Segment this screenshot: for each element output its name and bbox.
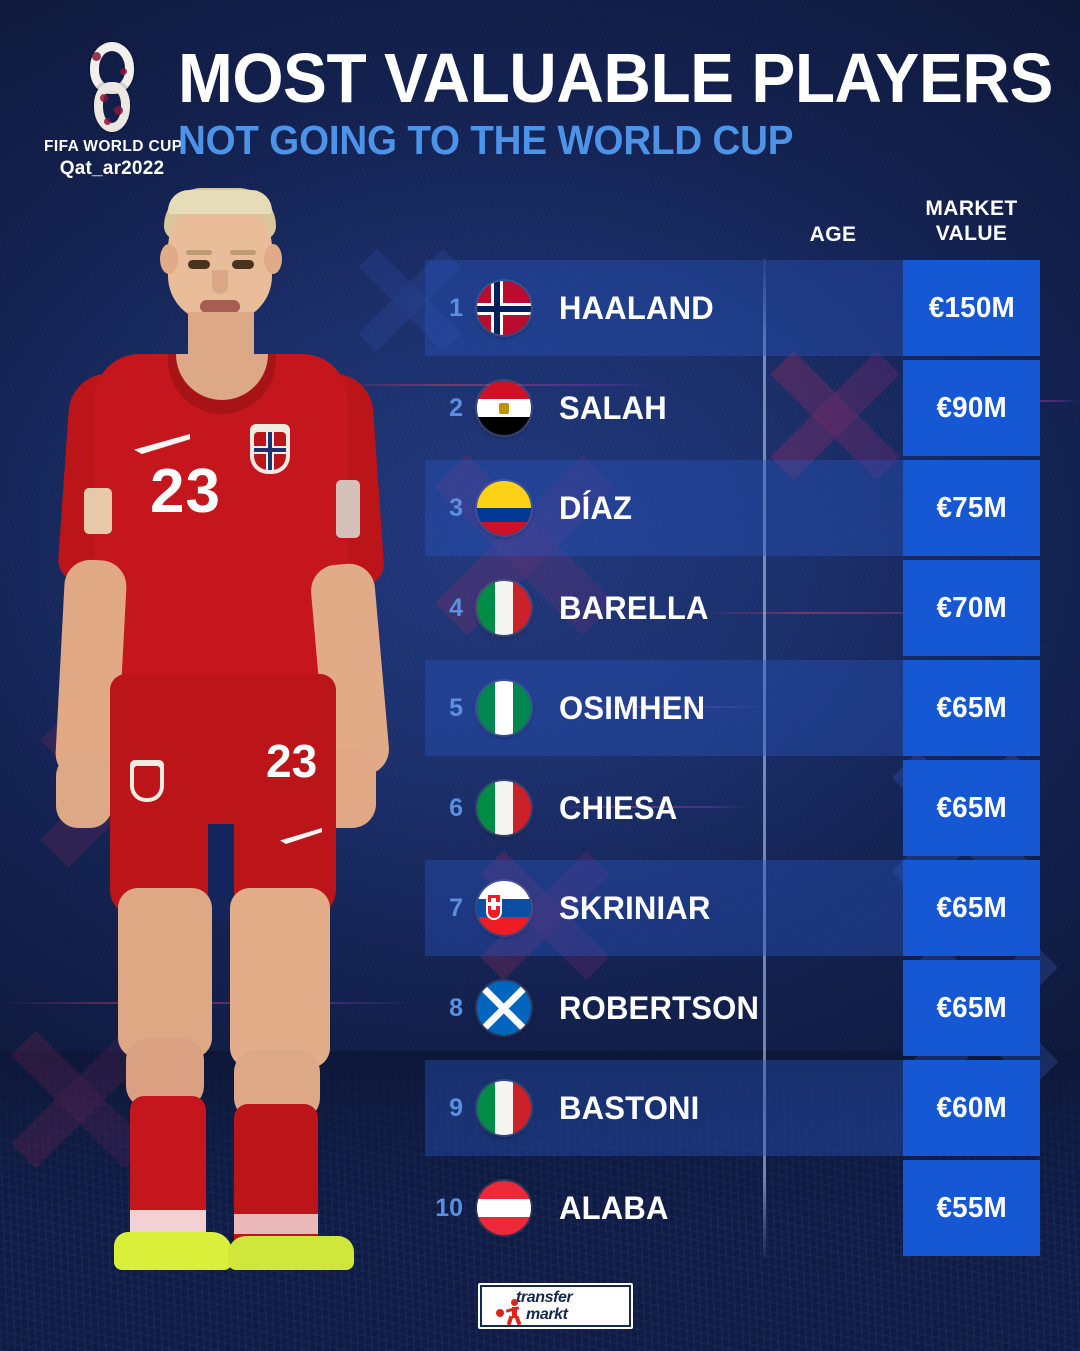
table-row: 4BARELLA25€70M [425, 558, 1040, 658]
player-market-value: €65M [903, 860, 1040, 956]
shirt-number-front: 23 [150, 457, 221, 526]
player-name: CHIESA [559, 789, 678, 826]
fifa-world-cup-logo: FIFA WORLD CUP Qat_ar2022 [44, 42, 183, 179]
row-rank: 9 [449, 1093, 463, 1122]
flag-icon-colombia [477, 481, 531, 535]
column-header-market-value-line1: MARKET [925, 197, 1018, 220]
flag-icon-scotland [477, 981, 531, 1035]
player-name: ALABA [559, 1189, 669, 1226]
transfermarkt-player-icon [505, 1299, 522, 1326]
player-market-value: €65M [903, 960, 1040, 1056]
fifa-logo-line1: FIFA WORLD CUP [44, 138, 183, 155]
column-header-market-value: MARKET VALUE [903, 196, 1040, 246]
table-row: 1HAALAND22€150M [425, 258, 1040, 358]
table-row: 3DÍAZ25€75M [425, 458, 1040, 558]
table-row: 6CHIESA24€65M [425, 758, 1040, 858]
player-market-value: €60M [903, 1060, 1040, 1156]
player-name: SKRINIAR [559, 889, 711, 926]
player-name: BARELLA [559, 589, 709, 626]
player-market-value: €55M [903, 1160, 1040, 1256]
brand-line-2: markt [526, 1306, 568, 1323]
table-column-headers: AGE MARKET VALUE [425, 182, 1040, 252]
flag-icon-nigeria [477, 681, 531, 735]
table-row: 7SKRINIAR27€65M [425, 858, 1040, 958]
row-rank: 2 [449, 393, 463, 422]
brand-line-1: transfer [516, 1289, 573, 1306]
page-title: MOST VALUABLE PLAYERS [178, 39, 1053, 117]
shorts-number: 23 [266, 735, 318, 787]
flag-icon-italy [477, 581, 531, 635]
flag-icon-slovakia [477, 881, 531, 935]
row-rank: 7 [449, 893, 463, 922]
table-row: 2SALAH30€90M [425, 358, 1040, 458]
flag-icon-italy [477, 781, 531, 835]
football-icon [496, 1309, 504, 1317]
table-row: 9BASTONI23€60M [425, 1058, 1040, 1158]
player-name: HAALAND [559, 289, 714, 326]
player-market-value: €65M [903, 760, 1040, 856]
player-photo-haaland: 23 23 [18, 188, 428, 1270]
fifa-logo-line2: Qat_ar2022 [59, 158, 165, 179]
title-block: MOST VALUABLE PLAYERS NOT GOING TO THE W… [178, 39, 1058, 163]
transfermarkt-logo[interactable]: transfer markt [478, 1283, 633, 1329]
player-name: ROBERTSON [559, 989, 760, 1026]
row-rank: 4 [449, 593, 463, 622]
table-row: 5OSIMHEN23€65M [425, 658, 1040, 758]
table-row: 8ROBERTSON28€65M [425, 958, 1040, 1058]
row-rank: 3 [449, 493, 463, 522]
row-rank: 8 [449, 993, 463, 1022]
player-name: DÍAZ [559, 489, 633, 526]
row-rank: 6 [449, 793, 463, 822]
column-header-market-value-line2: VALUE [935, 222, 1008, 245]
flag-icon-norway [477, 281, 531, 335]
player-market-value: €75M [903, 460, 1040, 556]
flag-icon-egypt [477, 381, 531, 435]
qatar-2022-emblem-icon [44, 42, 180, 134]
row-rank: 5 [449, 693, 463, 722]
row-rank: 10 [435, 1193, 463, 1222]
player-market-value: €150M [903, 260, 1040, 356]
player-market-value: €90M [903, 360, 1040, 456]
flag-icon-austria [477, 1181, 531, 1235]
flag-icon-italy [477, 1081, 531, 1135]
player-name: BASTONI [559, 1089, 700, 1126]
player-market-value: €70M [903, 560, 1040, 656]
player-name: SALAH [559, 389, 667, 426]
player-name: OSIMHEN [559, 689, 706, 726]
page-subtitle: NOT GOING TO THE WORLD CUP [178, 117, 794, 163]
player-ranking-table: 1HAALAND22€150M2SALAH30€90M3DÍAZ25€75M4B… [425, 258, 1040, 1258]
table-row: 10ALABA30€55M [425, 1158, 1040, 1258]
player-market-value: €65M [903, 660, 1040, 756]
row-rank: 1 [449, 293, 463, 322]
column-header-age: AGE [809, 223, 857, 246]
